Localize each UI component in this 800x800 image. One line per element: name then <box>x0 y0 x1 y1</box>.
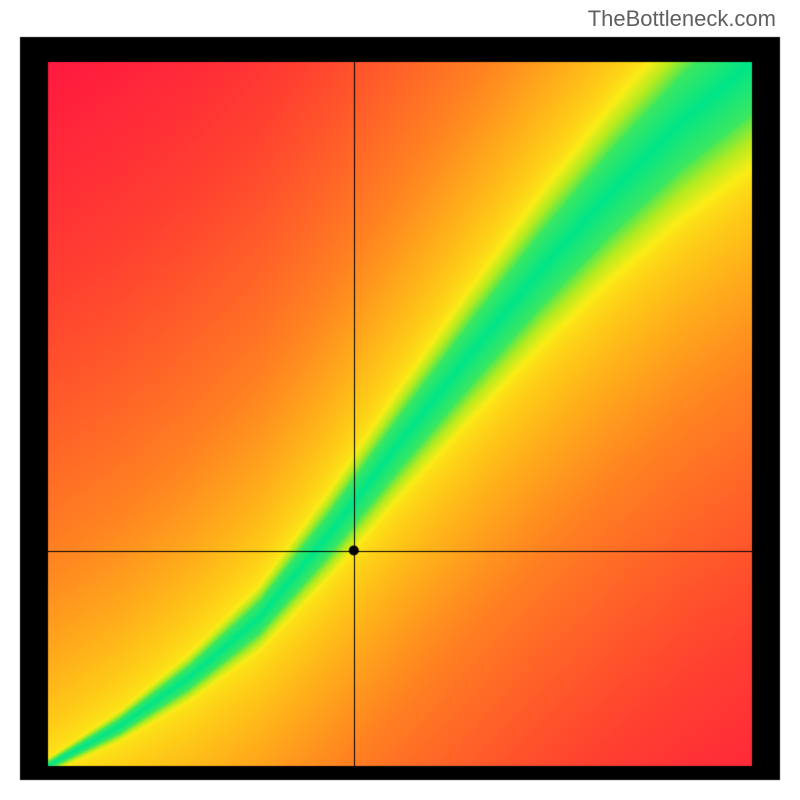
chart-container: TheBottleneck.com <box>0 0 800 800</box>
bottleneck-heatmap <box>0 0 800 800</box>
watermark-label: TheBottleneck.com <box>588 6 776 32</box>
